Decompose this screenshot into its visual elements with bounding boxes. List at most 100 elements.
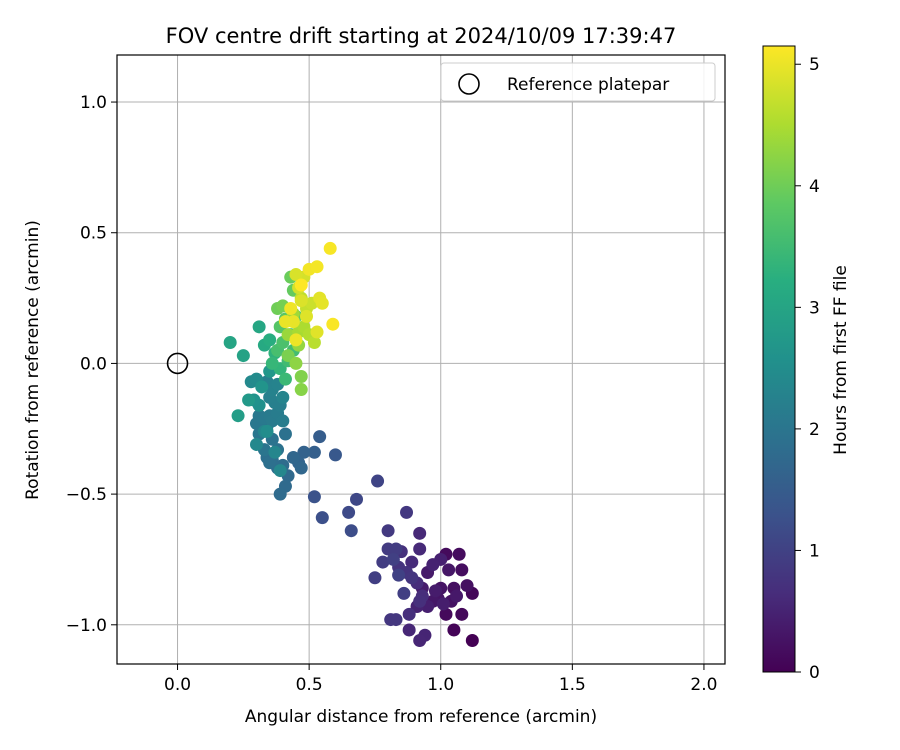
data-point [315, 296, 329, 310]
data-point [452, 547, 466, 561]
data-point [300, 309, 314, 323]
data-point [236, 349, 250, 363]
colorbar-gradient [762, 45, 796, 673]
data-point [278, 427, 292, 441]
data-point [386, 552, 400, 566]
data-point [397, 586, 411, 600]
data-point [242, 393, 256, 407]
data-point [268, 445, 282, 459]
data-point [273, 487, 287, 501]
data-point [249, 437, 263, 451]
data-point [326, 317, 340, 331]
y-axis-label: Rotation from reference (arcmin) [23, 220, 43, 500]
y-tick-label: −0.5 [66, 485, 107, 505]
data-point [289, 356, 303, 370]
data-point [294, 294, 308, 308]
data-point [255, 380, 269, 394]
data-point [289, 333, 303, 347]
x-tick-label: 0.5 [296, 675, 323, 695]
data-point [294, 278, 308, 292]
data-point [428, 584, 442, 598]
y-tick-label: 0.0 [80, 354, 107, 374]
data-point [426, 558, 440, 572]
data-point [323, 241, 337, 255]
data-point [450, 589, 464, 603]
data-point [413, 542, 427, 556]
colorbar: 0 1 2 3 4 5 Hours from first FF file [762, 45, 851, 683]
data-point [286, 451, 300, 465]
x-axis-label: Angular distance from reference (arcmin) [245, 707, 597, 727]
colorbar-tick-label: 5 [809, 55, 820, 75]
data-point [307, 336, 321, 350]
data-point [313, 430, 327, 444]
y-tick-label: 0.5 [80, 224, 107, 244]
colorbar-tick-label: 4 [809, 177, 820, 197]
data-point [223, 336, 237, 350]
x-tick-label: 0.0 [164, 675, 191, 695]
data-point [276, 390, 290, 404]
data-point [413, 526, 427, 540]
data-point [400, 505, 414, 519]
data-point [263, 333, 277, 347]
data-point [376, 555, 390, 569]
legend: Reference platepar [440, 62, 716, 102]
data-point [436, 597, 450, 611]
colorbar-tick-label: 1 [809, 541, 820, 561]
data-point [273, 464, 287, 478]
legend-label: Reference platepar [507, 75, 669, 95]
colorbar-tick-label: 2 [809, 420, 820, 440]
data-point [265, 356, 279, 370]
data-point [455, 607, 469, 621]
data-point [289, 268, 303, 282]
colorbar-label: Hours from first FF file [831, 265, 851, 455]
data-point [278, 372, 292, 386]
data-point [276, 414, 290, 428]
data-point [252, 320, 266, 334]
data-point [310, 260, 324, 274]
data-point [465, 633, 479, 647]
data-point [405, 571, 419, 585]
x-tick-label: 1.5 [559, 675, 586, 695]
colorbar-tick-label: 0 [809, 663, 820, 683]
data-point [389, 613, 403, 627]
data-point [402, 607, 416, 621]
data-point [231, 409, 245, 423]
x-axis-ticks: 0.0 0.5 1.0 1.5 2.0 [164, 664, 717, 695]
data-point [402, 623, 416, 637]
data-point [278, 315, 292, 329]
data-point [294, 383, 308, 397]
plot-frame [116, 54, 726, 665]
grid [117, 55, 725, 664]
reference-platepar-marker [166, 352, 189, 375]
data-point [413, 594, 427, 608]
y-tick-label: −1.0 [66, 616, 107, 636]
colorbar-tick-label: 3 [809, 298, 820, 318]
chart-title: FOV centre drift starting at 2024/10/09 … [166, 24, 677, 48]
data-point [342, 505, 356, 519]
data-point [307, 490, 321, 504]
data-point [344, 524, 358, 538]
data-point [294, 461, 308, 475]
colorbar-ticks: 0 1 2 3 4 5 [795, 55, 820, 683]
data-point [381, 524, 395, 538]
data-point [328, 448, 342, 462]
data-point [281, 349, 295, 363]
data-point [439, 607, 453, 621]
data-point [315, 511, 329, 525]
data-point [284, 302, 298, 316]
data-point [310, 325, 324, 339]
x-tick-label: 2.0 [690, 675, 717, 695]
data-point [389, 542, 403, 556]
x-tick-label: 1.0 [427, 675, 454, 695]
data-point [413, 633, 427, 647]
data-point [405, 555, 419, 569]
data-point [371, 474, 385, 488]
data-point [392, 568, 406, 582]
data-point [447, 623, 461, 637]
data-points [223, 241, 479, 647]
data-point [307, 445, 321, 459]
data-point [442, 563, 456, 577]
data-point [263, 456, 277, 470]
data-point [368, 571, 382, 585]
